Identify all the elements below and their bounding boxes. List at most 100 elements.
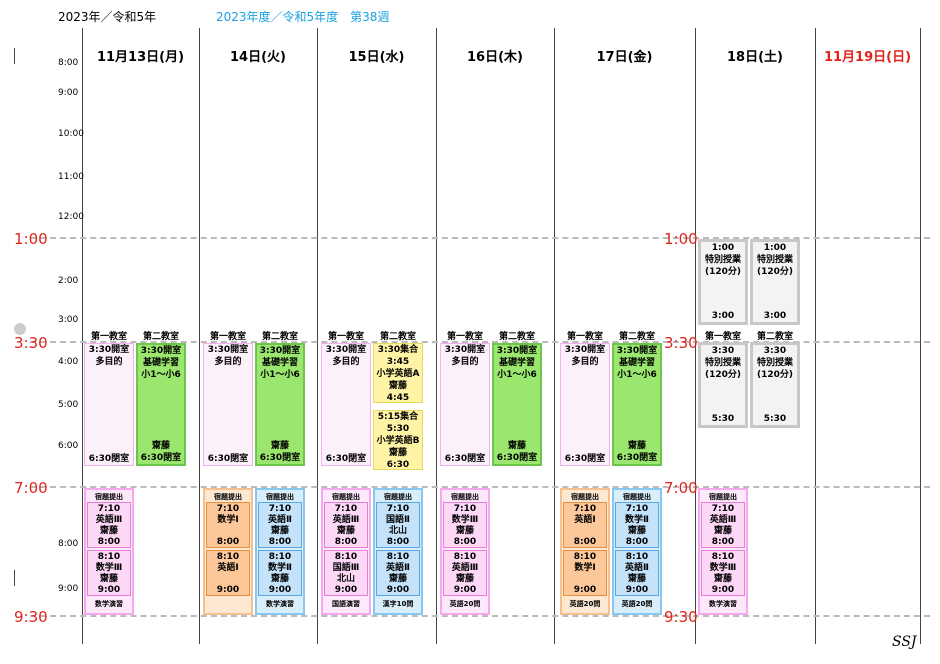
- homework-label: 宿題提出: [384, 493, 412, 501]
- time-label: 2:00: [58, 276, 79, 286]
- lesson-note: 英語20問: [621, 600, 653, 608]
- lesson-block[interactable]: 8:10 英語Ⅱ 齋藤 9:00: [376, 550, 420, 596]
- time-marker: 7:00: [664, 479, 698, 497]
- homework-label: 宿題提出: [571, 493, 599, 501]
- basic-study-block[interactable]: 3:30開室 基礎学習 小1～小6 齋藤 6:30閉室: [612, 343, 662, 466]
- day-header-sat: 18日(土): [727, 50, 783, 65]
- room-label: 第一教室: [704, 332, 741, 342]
- multi-room-block[interactable]: 3:30開室 多目的 6:30閉室: [440, 343, 490, 466]
- lesson-block[interactable]: 7:10 数学Ⅰ 8:00: [206, 502, 250, 548]
- time-label: 6:00: [58, 441, 79, 451]
- evening-class-block[interactable]: 宿題提出 7:10 数学Ⅱ 齋藤 8:00 8:10 英語Ⅱ 齋藤 9:00 英語20問: [612, 488, 662, 615]
- time-label: 12:00: [58, 212, 84, 222]
- lesson-block[interactable]: 8:10 国語Ⅲ 北山 9:00: [324, 550, 368, 596]
- lesson-block[interactable]: 7:10 英語Ⅲ 齋藤 8:00: [701, 502, 745, 548]
- lesson-block[interactable]: 7:10 英語Ⅲ 齋藤 8:00: [324, 502, 368, 548]
- room-label: 第一教室: [90, 332, 127, 342]
- special-class-block[interactable]: 1:00 特別授業 (120分) 3:00: [750, 239, 800, 325]
- time-marker: 1:00: [664, 230, 698, 248]
- lesson-block[interactable]: 7:10 英語Ⅱ 齋藤 8:00: [258, 502, 302, 548]
- lesson-block[interactable]: 8:10 数学Ⅲ 齋藤 9:00: [87, 550, 131, 596]
- homework-label: 宿題提出: [332, 493, 360, 501]
- homework-label: 宿題提出: [709, 493, 737, 501]
- lesson-note: 英語20問: [569, 600, 601, 608]
- lesson-note: 国語演習: [332, 600, 360, 608]
- homework-label: 宿題提出: [266, 493, 294, 501]
- lesson-note: 数学演習: [266, 600, 294, 608]
- lesson-block[interactable]: 7:10 数学Ⅲ 齋藤 8:00: [443, 502, 487, 548]
- lesson-block[interactable]: 7:10 数学Ⅱ 齋藤 8:00: [615, 502, 659, 548]
- room-label: 第二教室: [379, 332, 416, 342]
- time-marker: 9:30: [14, 608, 48, 626]
- time-marker: 1:00: [14, 230, 48, 248]
- lesson-block[interactable]: 7:10 英語Ⅲ 齋藤 8:00: [87, 502, 131, 548]
- multi-room-block[interactable]: 3:30開室 多目的 6:30閉室: [321, 343, 371, 466]
- evening-class-block[interactable]: 宿題提出 7:10 数学Ⅰ 8:00 8:10 英語Ⅰ 9:00: [203, 488, 253, 615]
- evening-class-block[interactable]: 宿題提出 7:10 英語Ⅱ 齋藤 8:00 8:10 数学Ⅱ 齋藤 9:00 数学演習: [255, 488, 305, 615]
- room-label: 第一教室: [446, 332, 483, 342]
- special-class-block[interactable]: 3:30 特別授業 (120分) 5:30: [698, 342, 748, 428]
- multi-room-block[interactable]: 3:30開室 多目的 6:30閉室: [84, 343, 134, 466]
- day-header-wed: 15日(水): [348, 50, 405, 65]
- lesson-block[interactable]: 8:10 英語Ⅰ 9:00: [206, 550, 250, 596]
- special-class-block[interactable]: 1:00 特別授業 (120分) 3:00: [698, 239, 748, 325]
- lesson-block[interactable]: 8:10 数学Ⅲ 齋藤 9:00: [701, 550, 745, 596]
- basic-study-block[interactable]: 3:30開室 基礎学習 小1～小6 齋藤 6:30閉室: [136, 343, 186, 466]
- lesson-note: 数学演習: [95, 600, 123, 608]
- day-header-sun: 11月19日(日): [823, 50, 912, 65]
- evening-class-block[interactable]: 宿題提出 7:10 英語Ⅲ 齋藤 8:00 8:10 国語Ⅲ 北山 9:00 国語演習: [321, 488, 371, 615]
- lesson-block[interactable]: 8:10 数学Ⅱ 齋藤 9:00: [258, 550, 302, 596]
- time-label: 5:00: [58, 400, 79, 410]
- ring-hole-icon: [14, 323, 26, 335]
- homework-label: 宿題提出: [451, 493, 479, 501]
- room-label: 第二教室: [756, 332, 793, 342]
- english-b-block[interactable]: 5:15集合 5:30 小学英語B 齋藤 6:30: [373, 410, 423, 470]
- room-label: 第二教室: [618, 332, 655, 342]
- multi-room-block[interactable]: 3:30開室 多目的 6:30閉室: [203, 343, 253, 466]
- evening-class-block[interactable]: 宿題提出 7:10 英語Ⅲ 齋藤 8:00 8:10 数学Ⅲ 齋藤 9:00 数学演習: [84, 488, 134, 615]
- lesson-block[interactable]: 8:10 英語Ⅲ 齋藤 9:00: [443, 550, 487, 596]
- day-header-thu: 16日(木): [467, 50, 523, 65]
- time-label: 11:00: [58, 172, 84, 182]
- time-label: 8:00: [58, 539, 79, 549]
- room-label: 第二教室: [142, 332, 179, 342]
- room-label: 第二教室: [261, 332, 298, 342]
- room-label: 第一教室: [327, 332, 364, 342]
- day-header-fri: 17日(金): [596, 50, 653, 65]
- time-marker: 7:00: [14, 479, 48, 497]
- lesson-note: 数学演習: [709, 600, 737, 608]
- room-label: 第一教室: [566, 332, 603, 342]
- time-label: 9:00: [58, 584, 79, 594]
- lesson-block[interactable]: 8:10 英語Ⅱ 齋藤 9:00: [615, 550, 659, 596]
- evening-class-block[interactable]: 宿題提出 7:10 数学Ⅲ 齋藤 8:00 8:10 英語Ⅲ 齋藤 9:00 英語20問: [440, 488, 490, 615]
- evening-class-block[interactable]: 宿題提出 7:10 英語Ⅲ 齋藤 8:00 8:10 数学Ⅲ 齋藤 9:00 数学演習: [698, 488, 748, 615]
- time-marker: 3:30: [14, 334, 48, 352]
- time-label: 10:00: [58, 129, 84, 139]
- lesson-note: 英語20問: [449, 600, 481, 608]
- homework-label: 宿題提出: [95, 493, 123, 501]
- room-label: 第一教室: [209, 332, 246, 342]
- lesson-block[interactable]: 7:10 国語Ⅱ 北山 8:00: [376, 502, 420, 548]
- lesson-note: 漢字10問: [382, 600, 414, 608]
- special-class-block[interactable]: 3:30 特別授業 (120分) 5:30: [750, 342, 800, 428]
- time-label: 4:00: [58, 357, 79, 367]
- year-label: 2023年／令和5年: [58, 10, 157, 24]
- lesson-block[interactable]: 7:10 英語Ⅰ 8:00: [563, 502, 607, 548]
- room-label: 第二教室: [498, 332, 535, 342]
- day-header-mon: 11月13日(月): [96, 50, 185, 65]
- time-label: 3:00: [58, 315, 79, 325]
- evening-class-block[interactable]: 宿題提出 7:10 英語Ⅰ 8:00 8:10 数学Ⅰ 9:00 英語20問: [560, 488, 610, 615]
- time-marker: 9:30: [664, 608, 698, 626]
- basic-study-block[interactable]: 3:30開室 基礎学習 小1～小6 齋藤 6:30閉室: [255, 343, 305, 466]
- homework-label: 宿題提出: [623, 493, 651, 501]
- time-label: 9:00: [58, 88, 79, 98]
- multi-room-block[interactable]: 3:30開室 多目的 6:30閉室: [560, 343, 610, 466]
- english-a-block[interactable]: 3:30集合 3:45 小学英語A 齋藤 4:45: [373, 343, 423, 403]
- basic-study-block[interactable]: 3:30開室 基礎学習 小1～小6 齋藤 6:30閉室: [492, 343, 542, 466]
- time-marker: 3:30: [664, 334, 698, 352]
- brand-mark: SSJ: [892, 634, 917, 650]
- lesson-block[interactable]: 8:10 数学Ⅰ 9:00: [563, 550, 607, 596]
- homework-label: 宿題提出: [214, 493, 242, 501]
- evening-class-block[interactable]: 宿題提出 7:10 国語Ⅱ 北山 8:00 8:10 英語Ⅱ 齋藤 9:00 漢字10問: [373, 488, 423, 615]
- fiscal-week-label: 2023年度／令和5年度 第38週: [216, 10, 390, 24]
